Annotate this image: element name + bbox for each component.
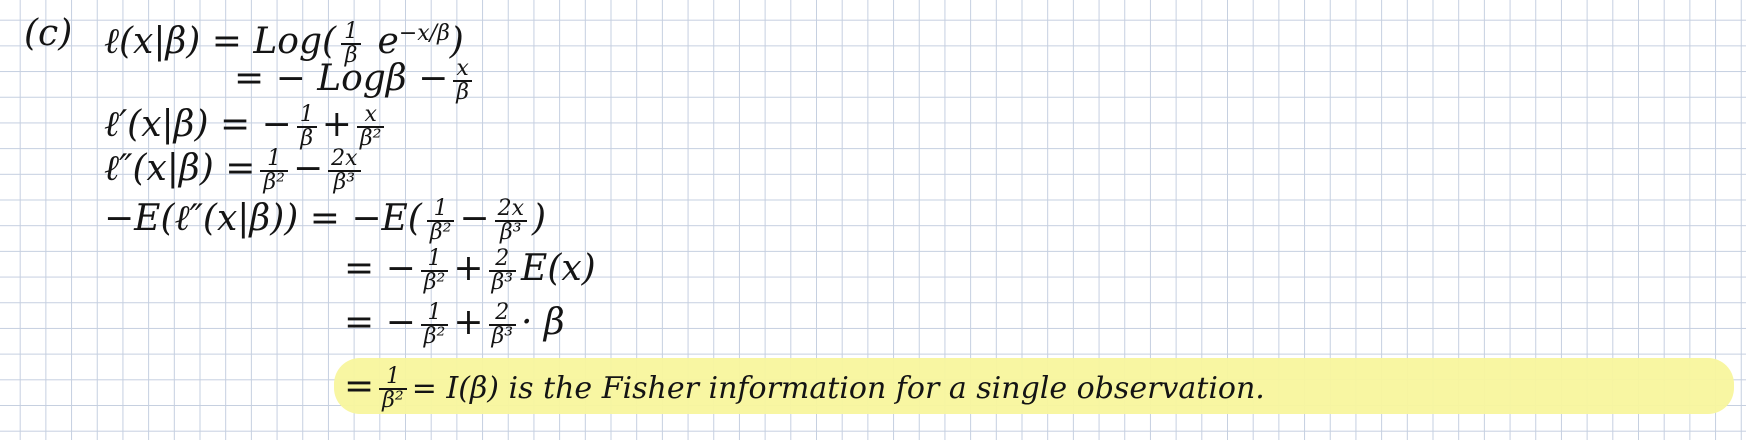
l6-plus: + bbox=[453, 248, 484, 289]
l7-eq: = − bbox=[344, 302, 416, 343]
l1-e: e bbox=[366, 21, 399, 62]
l3-den-1: β bbox=[300, 126, 314, 151]
l7-fraction-1: 1 β² bbox=[420, 302, 449, 349]
l7-plus: + bbox=[453, 302, 484, 343]
l8-den: β² bbox=[382, 388, 404, 413]
equation-line-8: = 1 β² = I(β) is the Fisher information for… bbox=[344, 366, 1265, 412]
l3-fraction-2: x β² bbox=[356, 104, 385, 151]
l3-plus: + bbox=[321, 104, 352, 145]
l6-tail: E(x) bbox=[521, 248, 596, 289]
l4-lhs: ℓ″(x|β) = bbox=[104, 148, 256, 189]
l4-fraction-2: 2x β³ bbox=[328, 148, 361, 195]
l2-num: x bbox=[453, 58, 472, 82]
l7-num-2: 2 bbox=[488, 302, 517, 326]
l3-den-2: β² bbox=[359, 126, 382, 151]
l4-minus: − bbox=[292, 148, 324, 189]
l6-fraction-1: 1 β² bbox=[420, 248, 449, 295]
l6-eq: = − bbox=[344, 248, 416, 289]
equation-line-1: ℓ(x|β) = Log(1 β e−x/β) bbox=[104, 14, 464, 67]
l5-fraction-2: 2x β³ bbox=[494, 198, 527, 245]
equation-line-2: = − Logβ − x β bbox=[234, 58, 477, 104]
l5-den-1: β² bbox=[429, 220, 452, 245]
l7-den-1: β² bbox=[423, 324, 446, 349]
l8-eq: = bbox=[344, 366, 375, 407]
l1-exponent: −x/β bbox=[398, 21, 450, 46]
l1-den: β bbox=[344, 43, 358, 68]
l5-num-2: 2x bbox=[494, 198, 527, 222]
l1-lhs: ℓ(x|β) = Log( bbox=[104, 21, 337, 62]
l8-num: 1 bbox=[379, 366, 407, 390]
l2-den: β bbox=[456, 80, 469, 105]
equation-line-3: ℓ′(x|β) = −1 β + x β² bbox=[104, 104, 389, 150]
l5-den-2: β³ bbox=[500, 220, 522, 245]
l6-fraction-2: 2 β³ bbox=[488, 248, 517, 295]
highlight-band bbox=[334, 358, 1734, 414]
conclusion-text: = I(β) is the Fisher information for a s… bbox=[411, 371, 1265, 406]
l3-lhs: ℓ′(x|β) = − bbox=[104, 104, 292, 145]
l6-den-2: β³ bbox=[491, 270, 514, 295]
l5-minus: − bbox=[459, 198, 490, 239]
l1-close: ) bbox=[449, 21, 464, 62]
l7-den-2: β³ bbox=[491, 324, 514, 349]
l4-fraction-1: 1 β² bbox=[260, 148, 288, 194]
l8-fraction: 1 β² bbox=[379, 366, 407, 412]
l3-num-2: x bbox=[356, 104, 385, 128]
l4-num-1: 1 bbox=[260, 148, 288, 172]
l6-num-2: 2 bbox=[488, 248, 517, 272]
equation-line-6: = −1 β² +2 β³ E(x) bbox=[344, 248, 596, 294]
l6-num-1: 1 bbox=[420, 248, 449, 272]
equation-line-4: ℓ″(x|β) = 1 β² −2x β³ bbox=[104, 148, 366, 194]
l1-num: 1 bbox=[341, 21, 362, 45]
l4-den-1: β² bbox=[263, 170, 285, 195]
part-label: (c) bbox=[24, 13, 73, 54]
l6-den-1: β² bbox=[423, 270, 446, 295]
l4-num-2: 2x bbox=[328, 148, 361, 172]
l3-num-1: 1 bbox=[296, 104, 317, 128]
l5-close: ) bbox=[531, 198, 547, 239]
l2-text: = − Logβ − bbox=[234, 58, 449, 99]
l7-num-1: 1 bbox=[420, 302, 449, 326]
l7-fraction-2: 2 β³ bbox=[488, 302, 517, 349]
equation-line-7: = −1 β² +2 β³ · β bbox=[344, 302, 565, 348]
l7-tail: · β bbox=[521, 302, 565, 343]
l4-den-2: β³ bbox=[333, 170, 356, 195]
equation-line-5: −E(ℓ″(x|β)) = −E(1 β² −2x β³) bbox=[104, 198, 546, 244]
l5-fraction-1: 1 β² bbox=[426, 198, 455, 245]
l5-num-1: 1 bbox=[426, 198, 455, 222]
l5-lhs: −E(ℓ″(x|β)) = −E( bbox=[104, 198, 422, 239]
